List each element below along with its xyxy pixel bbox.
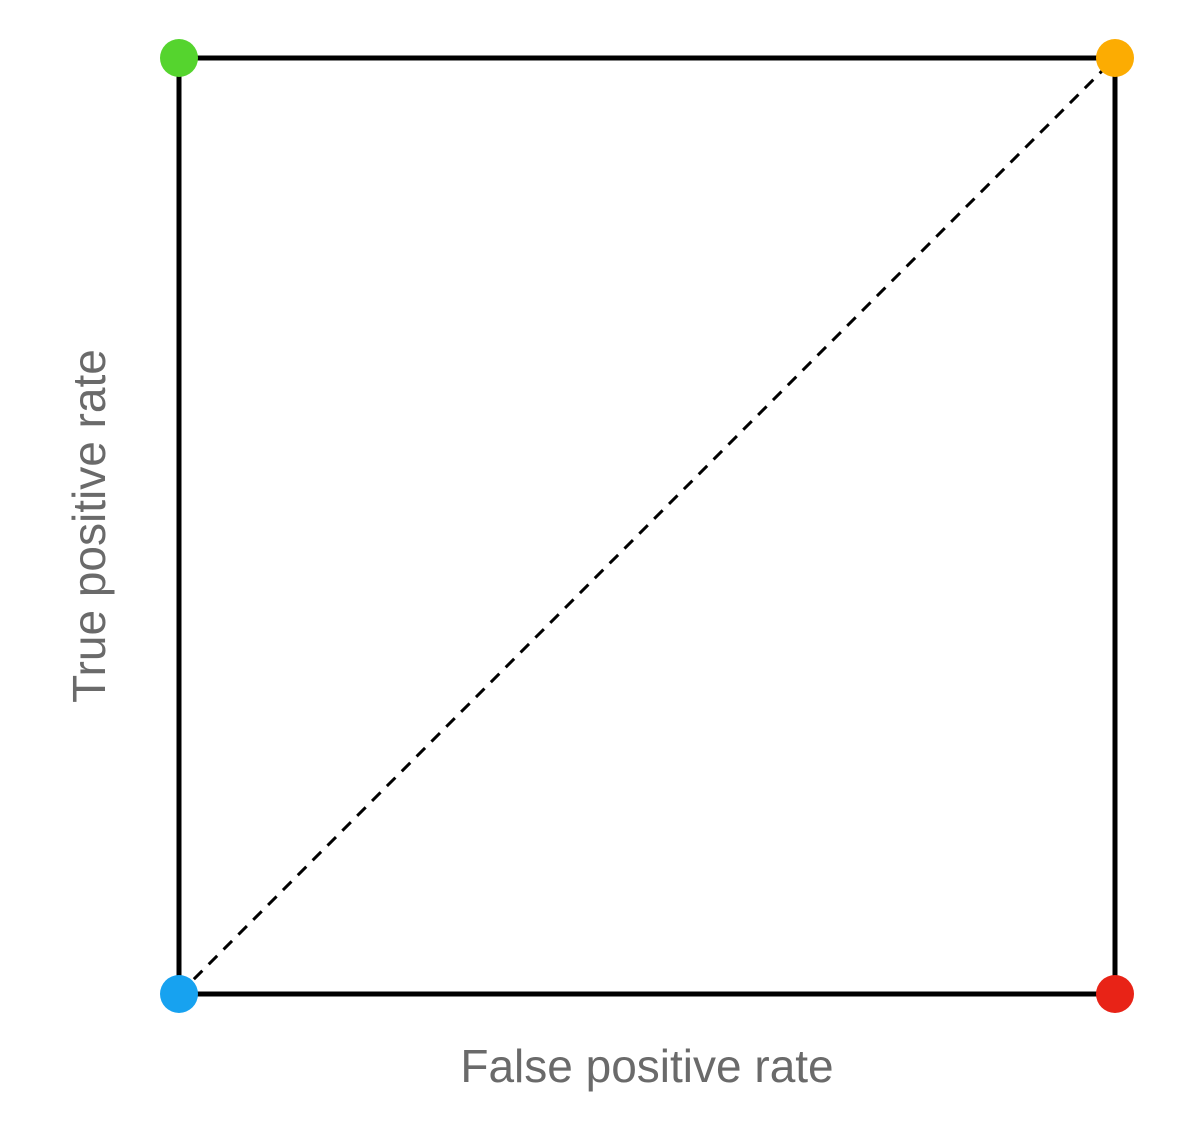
bottom-right-point — [1096, 975, 1134, 1013]
x-axis-label: False positive rate — [460, 1040, 833, 1092]
random-classifier-diagonal — [177, 56, 1117, 996]
top-right-point — [1096, 39, 1134, 77]
data-points-group — [160, 39, 1134, 1013]
top-left-point — [160, 39, 198, 77]
bottom-left-point — [160, 975, 198, 1013]
roc-axis-box — [176, 55, 1118, 997]
y-axis-label: True positive rate — [63, 349, 115, 703]
